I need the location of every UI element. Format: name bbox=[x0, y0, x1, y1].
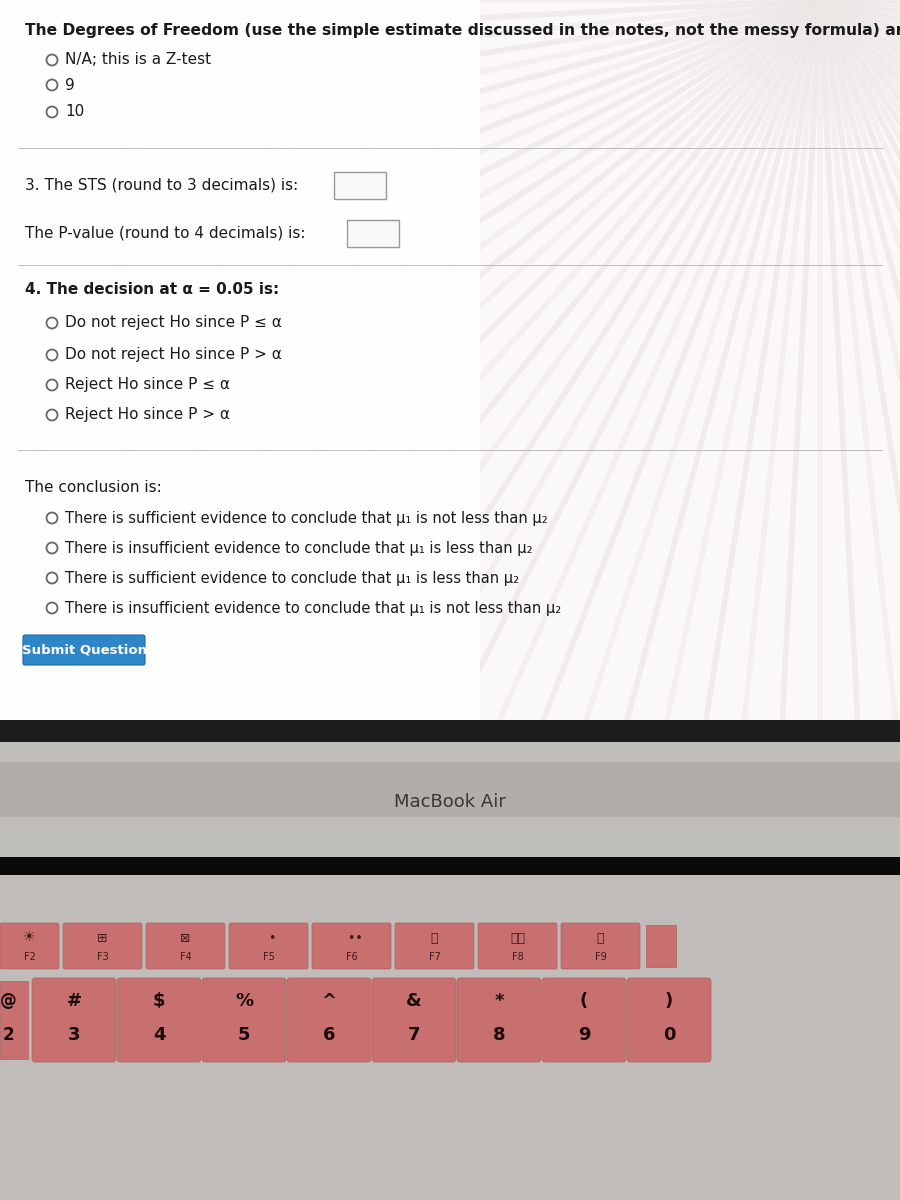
Text: 7: 7 bbox=[408, 1026, 420, 1044]
Text: 9: 9 bbox=[65, 78, 75, 92]
Text: @: @ bbox=[0, 992, 16, 1010]
Text: There is sufficient evidence to conclude that μ₁ is less than μ₂: There is sufficient evidence to conclude… bbox=[65, 570, 519, 586]
FancyBboxPatch shape bbox=[561, 923, 640, 970]
FancyBboxPatch shape bbox=[542, 978, 626, 1062]
Text: ••: •• bbox=[340, 932, 363, 946]
FancyBboxPatch shape bbox=[478, 923, 557, 970]
Text: 9: 9 bbox=[578, 1026, 590, 1044]
FancyBboxPatch shape bbox=[372, 978, 456, 1062]
Text: &: & bbox=[406, 992, 422, 1010]
FancyBboxPatch shape bbox=[32, 978, 116, 1062]
Text: 10: 10 bbox=[65, 104, 85, 120]
Text: F5: F5 bbox=[263, 952, 274, 962]
Text: F8: F8 bbox=[511, 952, 524, 962]
FancyBboxPatch shape bbox=[457, 978, 541, 1062]
FancyBboxPatch shape bbox=[63, 923, 142, 970]
FancyBboxPatch shape bbox=[627, 978, 711, 1062]
Text: There is insufficient evidence to conclude that μ₁ is not less than μ₂: There is insufficient evidence to conclu… bbox=[65, 600, 562, 616]
Text: ☀: ☀ bbox=[23, 930, 36, 944]
Text: ⏯⏯: ⏯⏯ bbox=[510, 932, 525, 946]
FancyBboxPatch shape bbox=[0, 857, 900, 875]
Text: 2: 2 bbox=[2, 1026, 14, 1044]
FancyBboxPatch shape bbox=[23, 635, 145, 665]
FancyBboxPatch shape bbox=[0, 982, 28, 1058]
FancyBboxPatch shape bbox=[229, 923, 308, 970]
Text: F2: F2 bbox=[23, 952, 35, 962]
Text: 6: 6 bbox=[323, 1026, 335, 1044]
Text: ⏩: ⏩ bbox=[597, 932, 604, 946]
FancyBboxPatch shape bbox=[646, 925, 676, 967]
FancyBboxPatch shape bbox=[117, 978, 201, 1062]
Text: ⊠: ⊠ bbox=[180, 932, 191, 946]
Text: ⊞: ⊞ bbox=[97, 932, 108, 946]
Text: Reject Ho since P > α: Reject Ho since P > α bbox=[65, 408, 230, 422]
Text: #: # bbox=[67, 992, 82, 1010]
Text: %: % bbox=[235, 992, 253, 1010]
FancyBboxPatch shape bbox=[0, 742, 900, 857]
Text: F7: F7 bbox=[428, 952, 440, 962]
FancyBboxPatch shape bbox=[0, 762, 900, 817]
Text: N/A; this is a Z-test: N/A; this is a Z-test bbox=[65, 53, 212, 67]
Text: $: $ bbox=[153, 992, 166, 1010]
Text: F9: F9 bbox=[595, 952, 607, 962]
FancyBboxPatch shape bbox=[0, 720, 900, 742]
FancyBboxPatch shape bbox=[146, 923, 225, 970]
Text: ⏪: ⏪ bbox=[431, 932, 438, 946]
Text: Submit Question: Submit Question bbox=[22, 643, 147, 656]
Text: F6: F6 bbox=[346, 952, 357, 962]
Text: The Degrees of Freedom (use the simple estimate discussed in the notes, not the : The Degrees of Freedom (use the simple e… bbox=[25, 23, 900, 37]
Text: The conclusion is:: The conclusion is: bbox=[25, 480, 162, 494]
Text: ): ) bbox=[665, 992, 673, 1010]
FancyBboxPatch shape bbox=[202, 978, 286, 1062]
Text: There is insufficient evidence to conclude that μ₁ is less than μ₂: There is insufficient evidence to conclu… bbox=[65, 540, 533, 556]
FancyBboxPatch shape bbox=[395, 923, 474, 970]
Text: •: • bbox=[261, 932, 276, 946]
FancyBboxPatch shape bbox=[312, 923, 391, 970]
Text: There is sufficient evidence to conclude that μ₁ is not less than μ₂: There is sufficient evidence to conclude… bbox=[65, 510, 548, 526]
Text: 3: 3 bbox=[68, 1026, 80, 1044]
Text: 0: 0 bbox=[662, 1026, 675, 1044]
Text: The P-value (round to 4 decimals) is:: The P-value (round to 4 decimals) is: bbox=[25, 226, 305, 240]
FancyBboxPatch shape bbox=[334, 172, 386, 198]
Text: Reject Ho since P ≤ α: Reject Ho since P ≤ α bbox=[65, 378, 230, 392]
Text: 8: 8 bbox=[492, 1026, 505, 1044]
FancyBboxPatch shape bbox=[0, 0, 480, 720]
Text: F4: F4 bbox=[180, 952, 192, 962]
FancyBboxPatch shape bbox=[0, 923, 59, 970]
Text: 4. The decision at α = 0.05 is:: 4. The decision at α = 0.05 is: bbox=[25, 282, 279, 298]
Text: F3: F3 bbox=[96, 952, 108, 962]
Text: Do not reject Ho since P > α: Do not reject Ho since P > α bbox=[65, 348, 282, 362]
Text: (: ( bbox=[580, 992, 588, 1010]
FancyBboxPatch shape bbox=[0, 0, 900, 720]
Text: 3. The STS (round to 3 decimals) is:: 3. The STS (round to 3 decimals) is: bbox=[25, 178, 298, 192]
Text: ^: ^ bbox=[321, 992, 337, 1010]
Text: 5: 5 bbox=[238, 1026, 250, 1044]
FancyBboxPatch shape bbox=[287, 978, 371, 1062]
FancyBboxPatch shape bbox=[0, 875, 900, 1200]
Text: Do not reject Ho since P ≤ α: Do not reject Ho since P ≤ α bbox=[65, 316, 282, 330]
Text: *: * bbox=[494, 992, 504, 1010]
FancyBboxPatch shape bbox=[0, 0, 900, 720]
Text: MacBook Air: MacBook Air bbox=[394, 793, 506, 811]
Text: 4: 4 bbox=[153, 1026, 166, 1044]
FancyBboxPatch shape bbox=[347, 220, 399, 246]
